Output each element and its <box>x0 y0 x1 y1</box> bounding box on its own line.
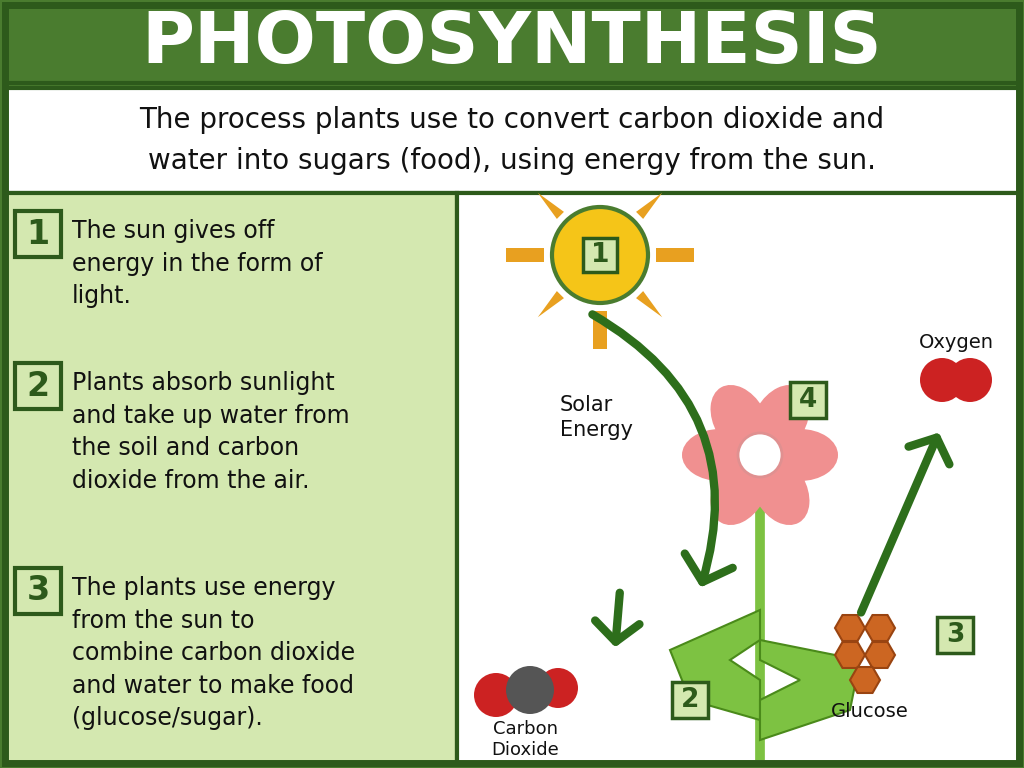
Text: The sun gives off
energy in the form of
light.: The sun gives off energy in the form of … <box>72 219 323 308</box>
Polygon shape <box>865 642 895 668</box>
Polygon shape <box>835 615 865 641</box>
FancyBboxPatch shape <box>506 248 544 262</box>
Ellipse shape <box>751 454 809 525</box>
Text: Solar
Energy: Solar Energy <box>560 395 633 440</box>
FancyBboxPatch shape <box>583 238 617 272</box>
Circle shape <box>920 358 964 402</box>
Polygon shape <box>865 615 895 641</box>
Polygon shape <box>670 610 760 720</box>
Ellipse shape <box>711 385 769 455</box>
FancyArrowPatch shape <box>593 314 733 582</box>
FancyBboxPatch shape <box>790 382 826 418</box>
Circle shape <box>474 673 518 717</box>
Text: 4: 4 <box>799 387 817 413</box>
Text: PHOTOSYNTHESIS: PHOTOSYNTHESIS <box>141 9 883 78</box>
Text: 3: 3 <box>946 622 965 648</box>
Circle shape <box>506 666 554 714</box>
Polygon shape <box>538 291 564 317</box>
FancyBboxPatch shape <box>5 88 1019 193</box>
FancyBboxPatch shape <box>672 682 708 718</box>
Text: 1: 1 <box>27 217 49 250</box>
Polygon shape <box>760 640 860 740</box>
Text: Carbon
Dioxide: Carbon Dioxide <box>492 720 559 759</box>
Text: 1: 1 <box>591 242 609 268</box>
FancyBboxPatch shape <box>656 248 694 262</box>
Text: The plants use energy
from the sun to
combine carbon dioxide
and water to make f: The plants use energy from the sun to co… <box>72 576 355 730</box>
Text: The process plants use to convert carbon dioxide and
water into sugars (food), u: The process plants use to convert carbon… <box>139 107 885 174</box>
Text: Oxygen: Oxygen <box>919 333 993 352</box>
FancyBboxPatch shape <box>15 363 61 409</box>
FancyBboxPatch shape <box>5 5 1019 83</box>
FancyArrowPatch shape <box>861 438 949 612</box>
Text: 3: 3 <box>27 574 49 607</box>
Polygon shape <box>850 667 880 693</box>
Polygon shape <box>636 291 663 317</box>
FancyBboxPatch shape <box>457 193 1019 763</box>
FancyArrowPatch shape <box>595 593 639 642</box>
Circle shape <box>538 668 578 708</box>
FancyBboxPatch shape <box>15 211 61 257</box>
Ellipse shape <box>682 429 758 481</box>
FancyBboxPatch shape <box>593 311 607 349</box>
Circle shape <box>948 358 992 402</box>
Text: 2: 2 <box>681 687 699 713</box>
Ellipse shape <box>762 429 838 481</box>
Ellipse shape <box>711 454 769 525</box>
Circle shape <box>738 433 782 477</box>
FancyBboxPatch shape <box>937 617 973 653</box>
FancyBboxPatch shape <box>15 568 61 614</box>
Circle shape <box>552 207 648 303</box>
FancyBboxPatch shape <box>5 193 457 763</box>
Polygon shape <box>538 193 564 219</box>
Polygon shape <box>636 193 663 219</box>
Text: Glucose: Glucose <box>831 702 909 721</box>
Polygon shape <box>835 642 865 668</box>
Ellipse shape <box>751 385 809 455</box>
Text: 2: 2 <box>27 369 49 402</box>
Text: Plants absorb sunlight
and take up water from
the soil and carbon
dioxide from t: Plants absorb sunlight and take up water… <box>72 371 349 492</box>
